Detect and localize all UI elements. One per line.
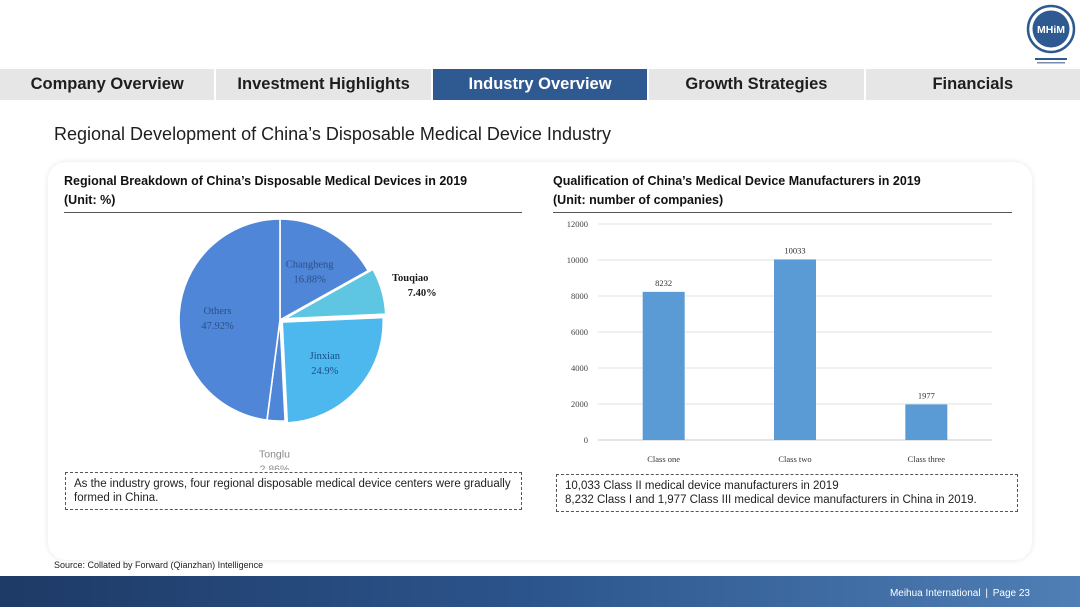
tab-growth-strategies[interactable]: Growth Strategies: [649, 69, 864, 100]
x-label-class-two: Class two: [778, 454, 811, 464]
x-label-class-one: Class one: [647, 454, 680, 464]
pie-value-tonglu: 2.86%: [260, 463, 290, 470]
bar-chart-note: 10,033 Class II medical device manufactu…: [556, 474, 1018, 512]
footer-text: Meihua International | Page 23: [890, 588, 1030, 599]
bar-chart-title: Qualification of China’s Medical Device …: [553, 174, 921, 188]
y-tick-8000: 8000: [571, 291, 588, 301]
bar-class-three: [905, 404, 948, 440]
pie-slice-jinxian: [281, 316, 384, 424]
pie-chart-header: Regional Breakdown of China’s Disposable…: [64, 172, 522, 213]
bar-value-class-three: 1977: [918, 390, 935, 400]
tab-investment-highlights[interactable]: Investment Highlights: [216, 69, 431, 100]
bar-value-class-one: 8232: [655, 278, 672, 288]
tab-industry-overview[interactable]: Industry Overview: [432, 69, 648, 100]
pie-labels: Changheng 16.88% Touqiao 7.40% Jinxian 24.9% T…: [201, 259, 436, 470]
pie-chart-unit: (Unit: %): [64, 193, 116, 207]
pie-label-others: Others: [204, 306, 232, 317]
pie-value-touqiao: 7.40%: [408, 288, 437, 299]
pie-chart-title: Regional Breakdown of China’s Disposable…: [64, 174, 468, 188]
bar-chart-header: Qualification of China’s Medical Device …: [553, 172, 1012, 213]
footer-page-number: Page 23: [992, 588, 1030, 599]
bar-category-labels: Class one Class two Class three: [647, 454, 945, 464]
y-tick-12000: 12000: [567, 219, 588, 229]
logo-text: MHiM: [1037, 24, 1065, 36]
y-tick-10000: 10000: [567, 255, 588, 265]
bar-chart: 0 2000 4000 6000 8000 10000 12000 8232 10033 197…: [567, 219, 992, 464]
pie-label-touqiao: Touqiao: [392, 273, 428, 284]
y-tick-2000: 2000: [571, 399, 588, 409]
top-navigation: Company Overview Investment Highlights I…: [0, 69, 1080, 100]
tab-financials[interactable]: Financials: [865, 69, 1080, 100]
pie-slice-changheng: [279, 218, 370, 322]
bar-class-two: [774, 259, 816, 440]
tab-company-overview[interactable]: Company Overview: [0, 69, 215, 100]
bar-data-labels: 8232 10033 1977: [655, 245, 935, 400]
pie-chart: Changheng 16.88% Touqiao 7.40% Jinxian 24.9% T…: [178, 218, 437, 470]
x-label-class-three: Class three: [908, 454, 946, 464]
company-logo: MHiM: [1026, 4, 1076, 64]
pie-label-changheng: Changheng: [286, 259, 335, 270]
bar-note-line-2: 8,232 Class I and 1,977 Class III medica…: [565, 494, 977, 506]
pie-chart-note: As the industry grows, four regional dis…: [65, 472, 522, 510]
bar-chart-unit: (Unit: number of companies): [553, 193, 724, 207]
bar-series: [642, 259, 948, 440]
pie-value-jinxian: 24.9%: [311, 366, 338, 377]
pie-slices: [178, 218, 387, 424]
pie-label-tonglu: Tonglu: [259, 448, 290, 460]
y-tick-0: 0: [584, 435, 588, 445]
bar-class-one: [642, 291, 685, 440]
y-tick-6000: 6000: [571, 327, 588, 337]
footer-separator: |: [985, 588, 988, 599]
page-title: Regional Development of China’s Disposab…: [54, 124, 611, 144]
pie-slice-others: [178, 218, 281, 422]
pie-label-jinxian: Jinxian: [310, 351, 341, 362]
footer-bar: Meihua International | Page 23: [0, 576, 1080, 607]
bar-y-tick-labels: 0 2000 4000 6000 8000 10000 12000: [567, 219, 588, 445]
pie-slice-touqiao: [284, 268, 387, 320]
pie-value-changheng: 16.88%: [293, 274, 326, 285]
pie-value-others: 47.92%: [201, 321, 234, 332]
source-note: Source: Collated by Forward (Qianzhan) I…: [54, 560, 264, 570]
bar-note-line-1: 10,033 Class II medical device manufactu…: [565, 480, 839, 492]
footer-company: Meihua International: [889, 588, 981, 599]
y-tick-4000: 4000: [571, 363, 588, 373]
bar-value-class-two: 10033: [784, 245, 805, 255]
